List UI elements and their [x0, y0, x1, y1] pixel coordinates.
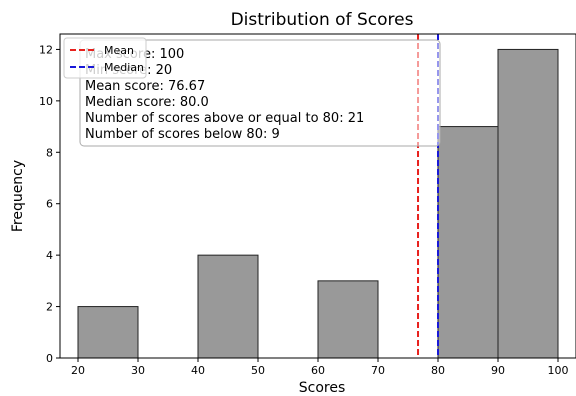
bar-80-90 [437, 126, 499, 359]
stats-line: Median score: 80.0 [85, 95, 209, 110]
bar-60-70 [317, 280, 379, 359]
y-tick-label: 12 [39, 43, 53, 56]
x-tick-label: 40 [191, 364, 205, 377]
x-tick-label: 80 [431, 364, 445, 377]
stats-line: Number of scores above or equal to 80: 2… [85, 111, 364, 126]
stats-box-frame [79, 39, 441, 147]
y-tick-label: 0 [46, 352, 53, 365]
bar-40-50 [197, 254, 259, 359]
x-axis-label: Scores [299, 380, 346, 396]
y-axis-label: Frequency [10, 160, 26, 232]
x-tick-label: 50 [251, 364, 265, 377]
y-tick-label: 2 [46, 301, 53, 314]
x-tick-label: 90 [491, 364, 505, 377]
bar-20-30 [77, 306, 139, 359]
chart-title: Distribution of Scores [231, 10, 414, 30]
x-axis-ticks: 20 30 40 50 60 70 80 90 100 [71, 358, 569, 377]
legend-label-mean: Mean [104, 44, 134, 57]
x-tick-label: 20 [71, 364, 85, 377]
y-tick-label: 4 [46, 249, 53, 262]
stats-line: Number of scores below 80: 9 [85, 127, 280, 142]
x-tick-label: 100 [548, 364, 569, 377]
legend-label-median: Median [104, 61, 144, 74]
x-tick-label: 60 [311, 364, 325, 377]
y-axis-ticks: 0 2 4 6 8 10 12 [39, 43, 60, 365]
y-tick-label: 10 [39, 95, 53, 108]
x-tick-label: 30 [131, 364, 145, 377]
x-tick-label: 70 [371, 364, 385, 377]
bar-90-100 [497, 48, 559, 359]
stats-line: Mean score: 76.67 [85, 79, 205, 94]
bars-group [77, 48, 559, 359]
legend: Mean Median [63, 37, 147, 79]
y-tick-label: 8 [46, 146, 53, 159]
y-tick-label: 6 [46, 198, 53, 211]
